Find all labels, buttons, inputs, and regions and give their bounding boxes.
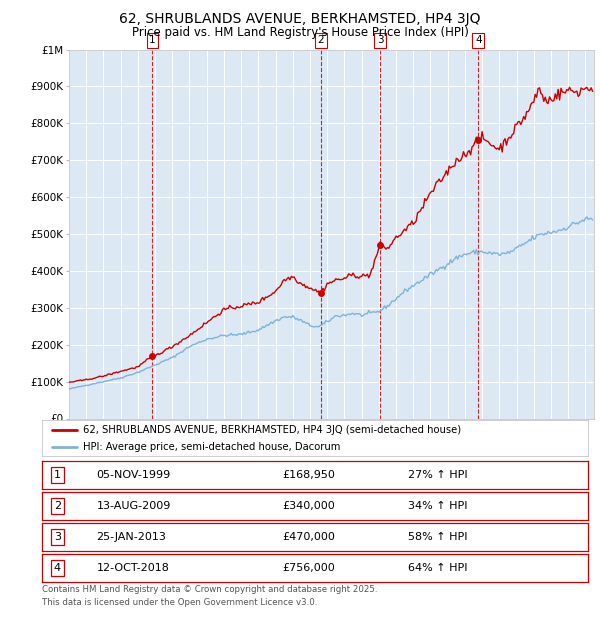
Text: 27% ↑ HPI: 27% ↑ HPI (408, 470, 467, 480)
Text: 34% ↑ HPI: 34% ↑ HPI (408, 501, 467, 511)
Text: 13-AUG-2009: 13-AUG-2009 (97, 501, 171, 511)
Text: 2: 2 (54, 501, 61, 511)
Text: 58% ↑ HPI: 58% ↑ HPI (408, 532, 467, 542)
Text: 64% ↑ HPI: 64% ↑ HPI (408, 563, 467, 573)
Text: 62, SHRUBLANDS AVENUE, BERKHAMSTED, HP4 3JQ (semi-detached house): 62, SHRUBLANDS AVENUE, BERKHAMSTED, HP4 … (83, 425, 461, 435)
Text: £168,950: £168,950 (282, 470, 335, 480)
Text: 1: 1 (54, 470, 61, 480)
Text: £470,000: £470,000 (282, 532, 335, 542)
Text: 3: 3 (377, 35, 383, 45)
Text: Contains HM Land Registry data © Crown copyright and database right 2025.: Contains HM Land Registry data © Crown c… (42, 585, 377, 595)
Text: 2: 2 (317, 35, 324, 45)
Text: £756,000: £756,000 (282, 563, 335, 573)
Text: 62, SHRUBLANDS AVENUE, BERKHAMSTED, HP4 3JQ: 62, SHRUBLANDS AVENUE, BERKHAMSTED, HP4 … (119, 12, 481, 27)
Text: Price paid vs. HM Land Registry's House Price Index (HPI): Price paid vs. HM Land Registry's House … (131, 26, 469, 39)
Text: 1: 1 (149, 35, 156, 45)
Text: 4: 4 (54, 563, 61, 573)
Text: 25-JAN-2013: 25-JAN-2013 (97, 532, 166, 542)
Text: HPI: Average price, semi-detached house, Dacorum: HPI: Average price, semi-detached house,… (83, 442, 340, 452)
Text: £340,000: £340,000 (282, 501, 335, 511)
Text: 05-NOV-1999: 05-NOV-1999 (97, 470, 171, 480)
Text: 4: 4 (475, 35, 482, 45)
Text: This data is licensed under the Open Government Licence v3.0.: This data is licensed under the Open Gov… (42, 598, 317, 607)
Text: 12-OCT-2018: 12-OCT-2018 (97, 563, 169, 573)
Text: 3: 3 (54, 532, 61, 542)
